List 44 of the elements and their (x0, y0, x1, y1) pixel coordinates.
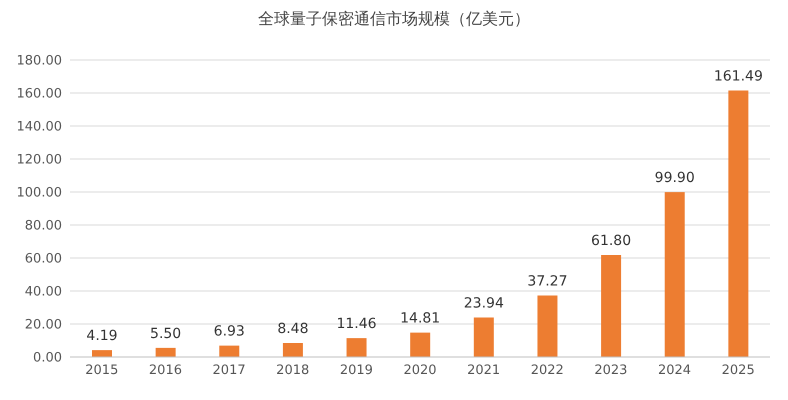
bar (219, 346, 240, 357)
y-tick-label: 120.00 (16, 152, 62, 168)
x-tick-label: 2017 (212, 363, 246, 378)
data-label: 99.90 (654, 170, 695, 186)
bar (410, 332, 430, 357)
bar (156, 348, 176, 357)
y-tick-label: 20.00 (24, 318, 62, 333)
x-tick-label: 2016 (148, 363, 182, 378)
x-tick-label: 2015 (85, 363, 118, 378)
data-label: 37.27 (527, 274, 568, 290)
bar (282, 343, 303, 357)
y-tick-label: 100.00 (16, 186, 62, 201)
x-tick-label: 2018 (276, 363, 310, 378)
data-label: 4.19 (86, 328, 118, 344)
x-tick-label: 2019 (340, 363, 373, 378)
x-tick-label: 2023 (594, 363, 628, 378)
data-label: 11.46 (336, 316, 377, 332)
x-tick-label: 2021 (467, 363, 500, 378)
data-label: 61.80 (591, 233, 632, 250)
bar (474, 318, 494, 357)
bar (664, 192, 685, 357)
y-tick-label: 0.00 (33, 350, 62, 366)
bar (537, 296, 558, 357)
data-label: 5.50 (150, 326, 182, 342)
x-tick-label: 2024 (658, 363, 692, 378)
y-tick-label: 180.00 (16, 54, 62, 69)
y-tick-label: 40.00 (24, 284, 62, 300)
data-label: 8.48 (277, 321, 308, 338)
data-label: 6.93 (214, 324, 245, 340)
data-label: 14.81 (400, 310, 440, 327)
bar (728, 90, 748, 357)
y-tick-label: 60.00 (24, 252, 62, 267)
bar (601, 255, 622, 357)
y-tick-label: 140.00 (16, 120, 62, 135)
y-tick-label: 160.00 (16, 86, 62, 102)
chart-title: 全球量子保密通信市场规模（亿美元） (257, 8, 531, 30)
bar (92, 350, 112, 357)
y-tick-label: 80.00 (24, 218, 62, 234)
bar (346, 338, 367, 357)
x-tick-label: 2025 (722, 363, 755, 378)
x-tick-label: 2022 (530, 363, 564, 378)
data-label: 161.49 (714, 68, 763, 85)
data-label: 23.94 (464, 296, 504, 312)
x-tick-label: 2020 (403, 363, 437, 378)
